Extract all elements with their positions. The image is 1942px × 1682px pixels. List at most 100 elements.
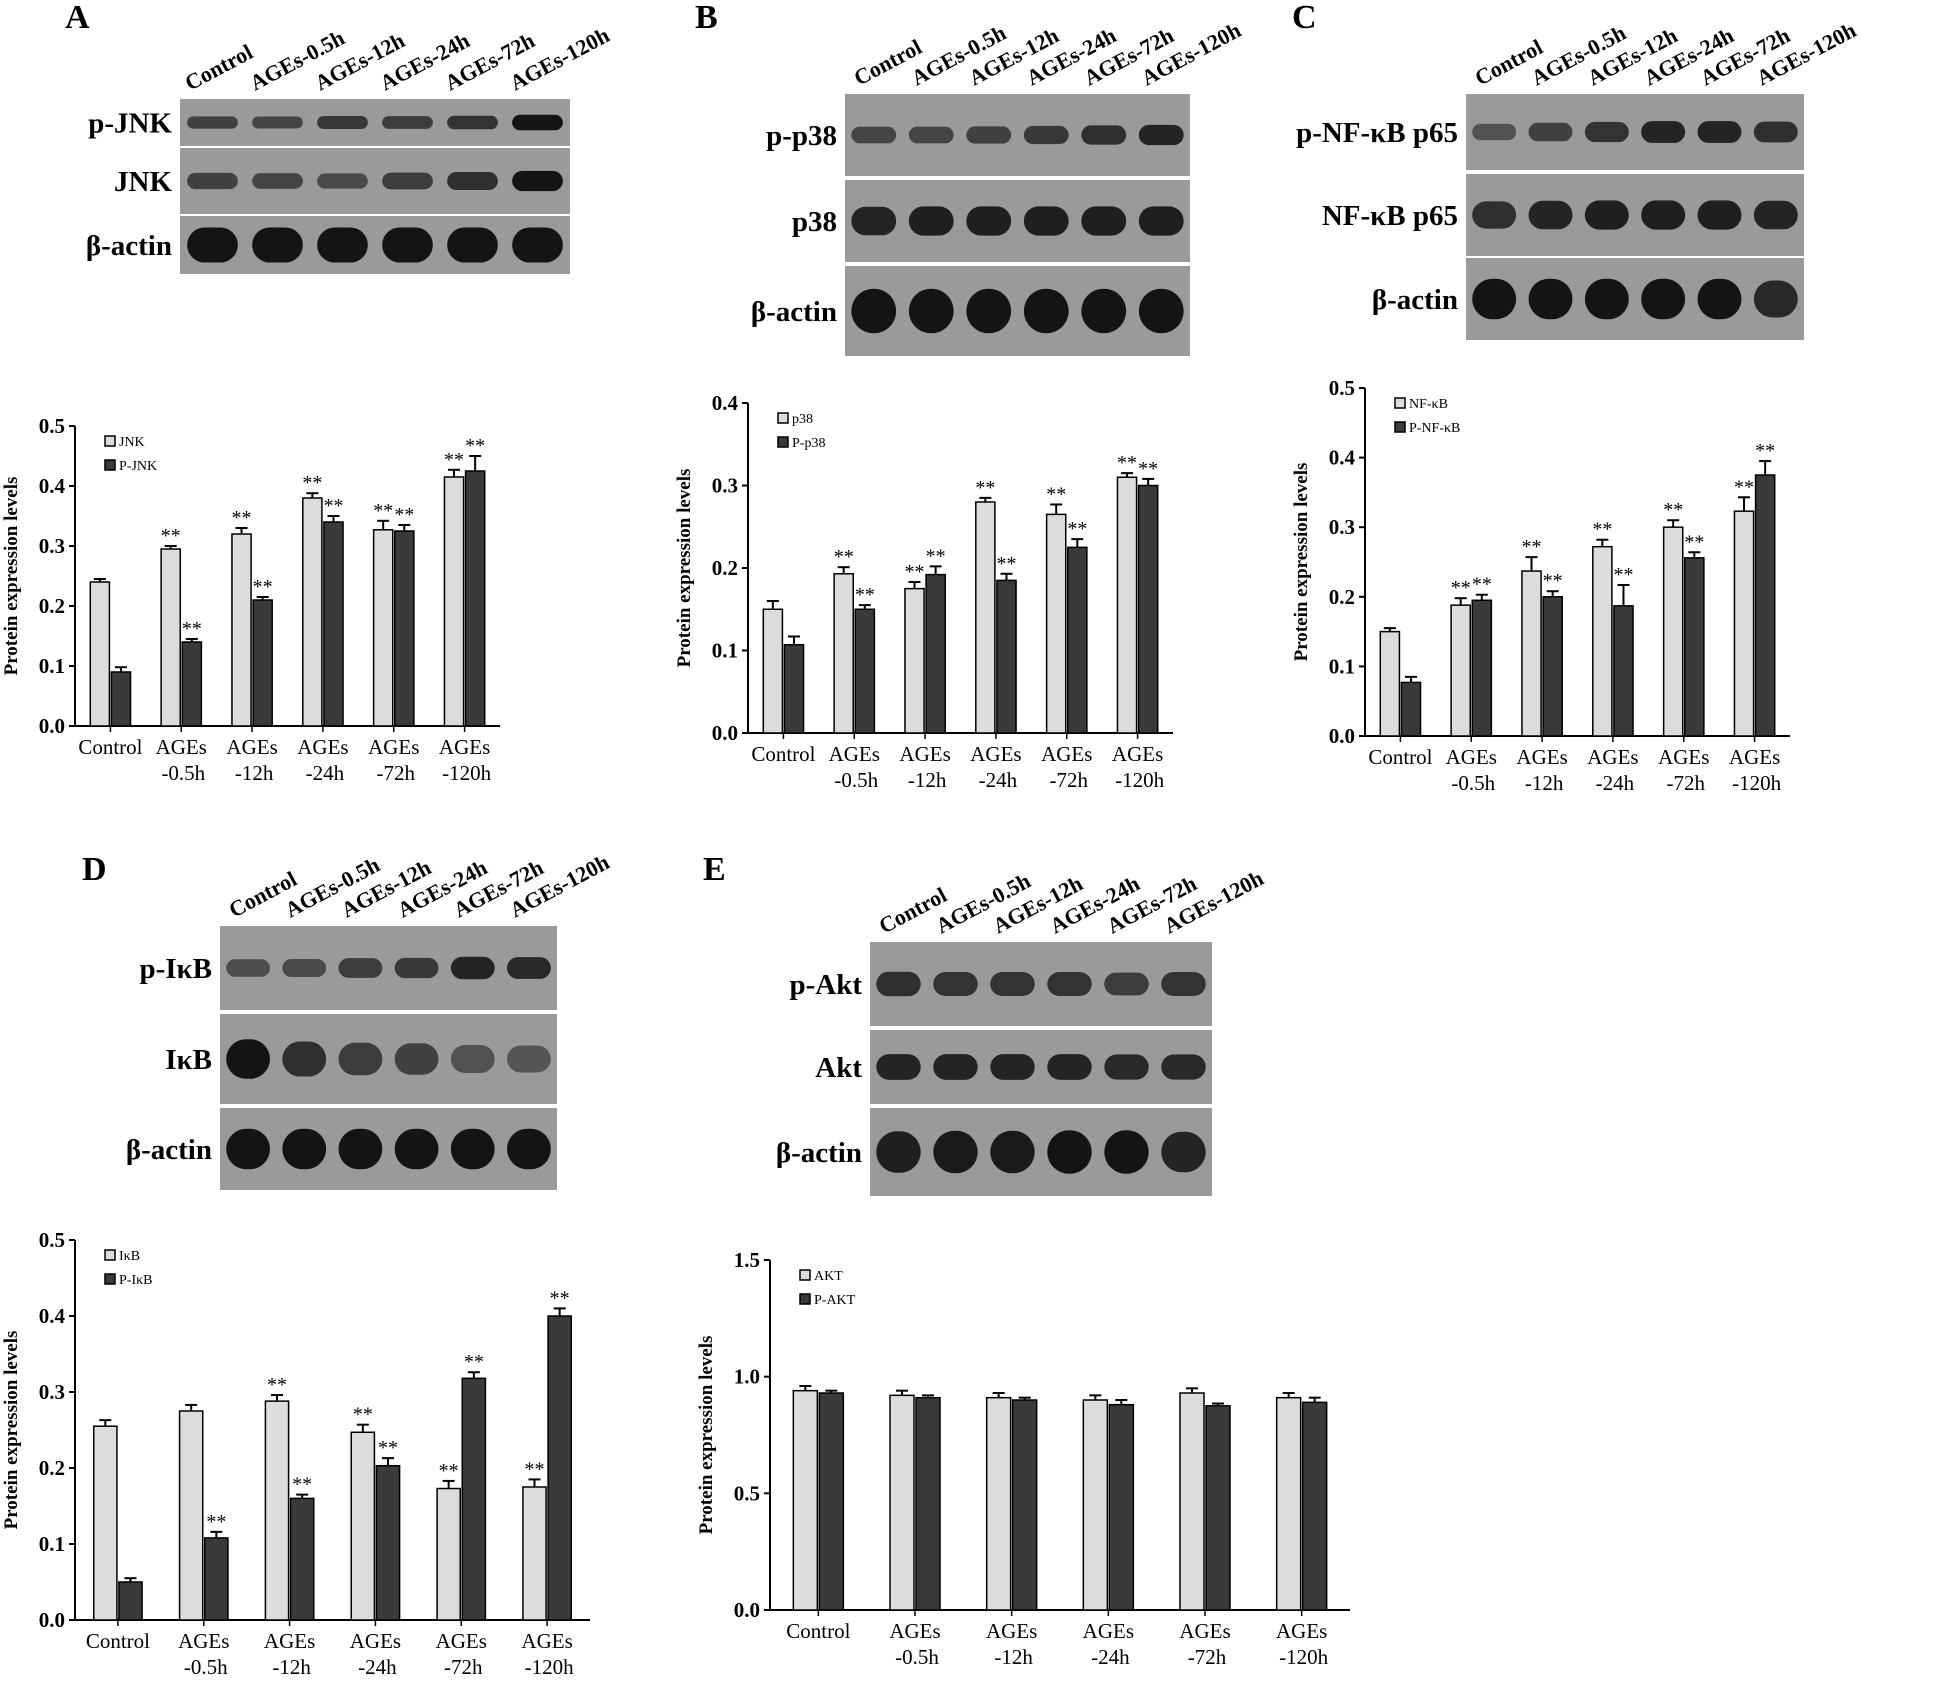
blot-row-label: p-NF-κB p65: [1296, 117, 1458, 149]
x-tick-label: -72h: [1188, 1645, 1227, 1669]
bar: [1179, 1392, 1205, 1611]
bar: [1301, 1401, 1328, 1611]
blot-band: [187, 172, 238, 190]
bar: [762, 608, 784, 734]
bar: [375, 1464, 401, 1621]
blot-membrane: [1466, 258, 1804, 340]
y-tick-label: 1.5: [734, 1248, 760, 1272]
y-tick-label: 0.5: [734, 1481, 760, 1505]
legend-label: IκB: [119, 1249, 140, 1264]
significance-mark: **: [161, 525, 181, 547]
blot-row-label: β-actin: [86, 230, 172, 262]
bar: [443, 476, 465, 727]
bar: [461, 1377, 487, 1621]
blot-row: p-Akt: [789, 942, 1212, 1026]
significance-mark: **: [302, 472, 322, 494]
significance-mark: **: [855, 584, 875, 606]
blot-band: [394, 957, 439, 979]
significance-mark: **: [439, 1460, 459, 1482]
blot-band: [990, 972, 1035, 996]
blot-band: [1584, 121, 1629, 143]
blot-band: [512, 227, 563, 263]
x-tick-label: -24h: [358, 1655, 397, 1679]
blot-lane-headers: ControlAGEs-0.5hAGEs-12hAGEs-24hAGEs-72h…: [850, 17, 1245, 90]
blot-row: NF-κB p65: [1322, 174, 1804, 256]
bar: [436, 1487, 462, 1621]
x-tick-label: -0.5h: [834, 768, 878, 792]
x-tick-label: -24h: [1091, 1645, 1130, 1669]
bar: [783, 643, 805, 734]
blot-band: [317, 227, 368, 263]
blot-band: [1697, 200, 1742, 230]
bar: [1275, 1396, 1302, 1611]
bar: [394, 530, 415, 727]
significance-mark: **: [550, 1287, 570, 1309]
blot-membrane: [870, 1108, 1212, 1196]
bar: [92, 1425, 118, 1621]
bar: [996, 579, 1017, 734]
bar: [1011, 1399, 1038, 1611]
blot-band: [507, 1045, 551, 1073]
y-tick-label: 0.2: [712, 556, 738, 580]
y-tick-label: 0.3: [712, 474, 738, 498]
significance-mark: **: [1684, 531, 1704, 553]
blot-band: [908, 126, 954, 144]
significance-mark: **: [378, 1437, 398, 1459]
legend-label: P-IκB: [119, 1273, 153, 1288]
significance-mark: **: [182, 618, 202, 640]
x-tick-label: AGEs: [1276, 1619, 1327, 1643]
y-tick-label: 0.4: [1329, 446, 1356, 470]
chart-a: 0.0 0.1 0.2 0.3 0.4 0.5 Protein expression lev…: [1, 414, 500, 785]
blot-membrane: [1466, 94, 1804, 170]
blot-band: [447, 227, 498, 263]
blot-row: β-actin: [86, 216, 570, 274]
legend-label: p38: [792, 412, 813, 427]
blot-row: JNK: [114, 148, 570, 214]
panel-a: A ControlAGEs-0.5hAGEs-12hAGEs-24hAGEs-72…: [65, 0, 613, 274]
blot-band: [447, 115, 498, 130]
bar: [925, 573, 946, 734]
blot-membrane: [220, 1014, 557, 1104]
legend-label: P-NF-κB: [1409, 421, 1460, 436]
legend-swatch: [104, 1249, 116, 1261]
legend-swatch: [104, 1273, 116, 1285]
bar: [1400, 681, 1422, 737]
blot-band: [382, 172, 433, 190]
blot-band: [1104, 1130, 1149, 1174]
blot-band: [1641, 200, 1686, 230]
x-tick-label: -72h: [377, 761, 416, 785]
blot-row-label: p-IκB: [139, 953, 212, 985]
y-tick-label: 0.0: [712, 721, 738, 745]
bar: [178, 1410, 204, 1621]
bar: [1116, 476, 1138, 734]
x-tick-label: -0.5h: [184, 1655, 228, 1679]
blot-band: [382, 227, 433, 263]
chart-e: 0.0 0.5 1.0 1.5 Protein expression levels Con…: [696, 1248, 1350, 1669]
blot-membrane: [845, 180, 1190, 262]
significance-mark: **: [353, 1404, 373, 1426]
legend-label: P-AKT: [814, 1293, 856, 1308]
y-tick-label: 1.0: [734, 1365, 760, 1389]
bar: [1662, 526, 1684, 737]
significance-mark: **: [1046, 483, 1066, 505]
blot-row: p-IκB: [139, 926, 557, 1010]
y-tick-label: 0.4: [712, 391, 739, 415]
x-tick-label: -72h: [1050, 768, 1089, 792]
y-axis-label: Protein expression levels: [1291, 463, 1312, 662]
y-tick-label: 0.0: [734, 1598, 760, 1622]
legend-swatch: [777, 412, 789, 424]
significance-mark: **: [232, 507, 252, 529]
y-tick-label: 0.1: [712, 639, 738, 663]
x-tick-label: AGEs: [1516, 745, 1567, 769]
bar: [854, 608, 876, 734]
significance-mark: **: [292, 1474, 312, 1496]
blot-band: [282, 1128, 327, 1170]
blot-band: [1081, 206, 1127, 236]
bar: [204, 1537, 229, 1621]
blot-band: [1753, 200, 1798, 230]
blot-band: [317, 115, 368, 130]
bar: [1045, 513, 1067, 734]
blot-row: β-actin: [1372, 258, 1804, 340]
blot-row-label: p-p38: [766, 120, 837, 152]
blot-row: p-JNK: [88, 99, 570, 146]
